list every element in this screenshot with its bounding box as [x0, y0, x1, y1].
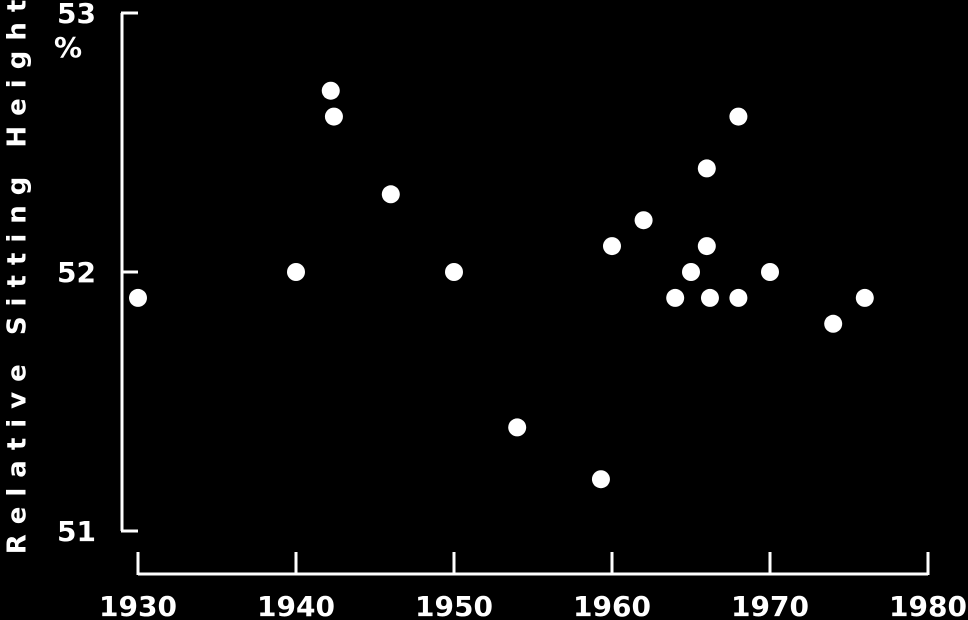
data-point	[697, 237, 716, 256]
data-point	[697, 159, 716, 178]
data-point	[508, 418, 527, 437]
data-point	[729, 288, 748, 307]
data-point	[761, 263, 779, 281]
y-axis-label: Relative Sitting Height	[3, 0, 33, 554]
x-tick-label: 1960	[573, 590, 651, 620]
data-point	[129, 288, 147, 307]
data-point	[445, 263, 463, 281]
data-point	[381, 185, 400, 204]
x-tick-label: 1950	[415, 590, 493, 620]
x-tick-label: 1940	[257, 590, 335, 620]
data-point	[682, 263, 700, 281]
x-tick-label: 1980	[889, 590, 967, 620]
data-points	[129, 81, 874, 489]
data-point	[324, 107, 343, 126]
x-tick-label: 1930	[99, 590, 177, 620]
x-axis: 1930 1940 1950 1960 1970 1980	[99, 552, 967, 620]
y-tick-label: 52	[57, 256, 96, 289]
data-point	[700, 288, 719, 307]
data-point	[855, 288, 874, 307]
data-point	[729, 107, 748, 126]
y-tick-label: 53	[57, 0, 96, 30]
data-point	[287, 263, 305, 281]
data-point	[321, 81, 340, 100]
data-point	[603, 237, 621, 256]
data-point	[824, 314, 843, 333]
y-axis-unit: %	[54, 31, 82, 64]
data-point	[634, 211, 653, 230]
y-tick-label: 51	[57, 515, 96, 548]
data-point	[666, 288, 685, 307]
data-point	[591, 470, 610, 489]
x-tick-label: 1970	[731, 590, 809, 620]
y-axis: 51 52 53	[57, 0, 138, 548]
